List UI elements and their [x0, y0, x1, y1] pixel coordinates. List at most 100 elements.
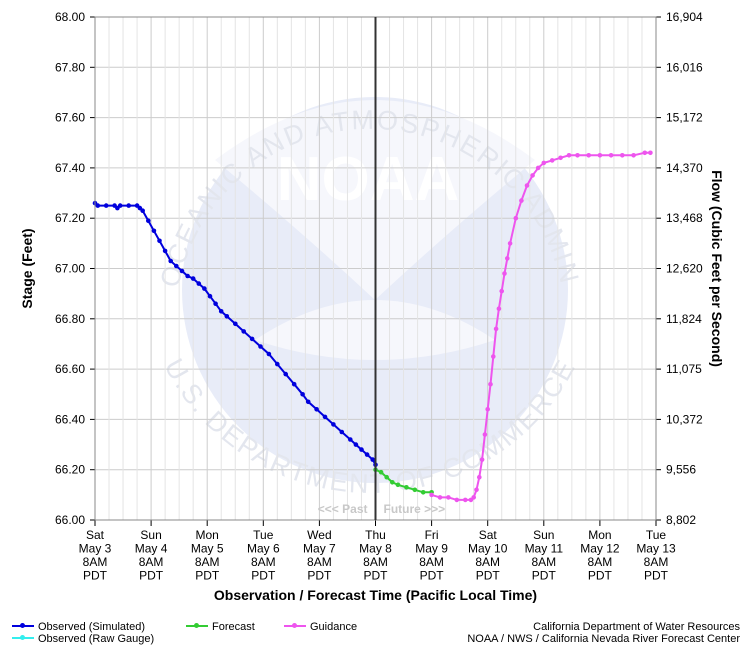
data-point-guidance [502, 271, 507, 276]
data-point-guidance [471, 495, 477, 500]
x-tick-label: May 4 [135, 542, 168, 556]
data-point-guidance [541, 160, 547, 166]
x-tick-label: Sat [86, 528, 105, 542]
x-tick-label: Sat [479, 528, 498, 542]
data-point-guidance [558, 155, 563, 161]
data-point-observed-simulated [196, 281, 202, 286]
x-tick-label: 8AM [475, 555, 500, 569]
x-tick-label: May 8 [359, 542, 392, 556]
data-point-observed-simulated [322, 414, 328, 420]
legend-item-guidance: Guidance [284, 621, 357, 633]
x-tick-label: PDT [251, 569, 276, 583]
credits-line-1: California Department of Water Resources [533, 621, 740, 633]
x-tick-label: Fri [425, 528, 439, 542]
data-point-forecast [378, 469, 384, 475]
x-tick-label: May 9 [415, 542, 448, 556]
data-point-observed-simulated [331, 422, 336, 427]
data-point-observed-simulated [370, 457, 376, 462]
legend-swatch-observed-raw-gauge [12, 635, 34, 641]
credits-line-2: NOAA / NWS / California Nevada River For… [467, 633, 740, 645]
x-tick-label: 8AM [531, 555, 556, 569]
y-tick-label: 66.40 [55, 412, 85, 426]
x-tick-label: PDT [195, 569, 220, 583]
data-point-guidance [482, 432, 488, 437]
legend-swatch-observed-simulated [12, 623, 34, 629]
data-point-observed-simulated [146, 218, 151, 223]
data-point-observed-simulated [353, 442, 359, 447]
x-tick-label: May 6 [247, 542, 280, 556]
data-point-guidance [488, 381, 493, 387]
data-point-forecast [384, 474, 390, 480]
data-point-observed-simulated [190, 276, 196, 281]
x-tick-label: Sun [533, 528, 554, 542]
data-point-observed-simulated [207, 293, 213, 299]
data-point-observed-simulated [359, 447, 364, 452]
data-point-observed-simulated [300, 392, 305, 397]
noaa-logo-text: NOAA [277, 145, 460, 214]
data-point-observed-simulated [117, 203, 123, 208]
y2-tick-label: 16,016 [666, 60, 703, 74]
data-point-guidance [454, 497, 460, 503]
data-point-forecast [412, 487, 418, 493]
data-point-guidance [519, 198, 524, 203]
x-tick-label: PDT [139, 569, 164, 583]
y-tick-label: 66.00 [55, 513, 85, 527]
data-point-observed-simulated [364, 452, 370, 457]
y-axis-title: Stage (Feet) [19, 228, 35, 308]
data-point-observed-simulated [185, 273, 190, 279]
data-point-observed-simulated [258, 344, 263, 349]
data-point-observed-simulated [168, 258, 173, 264]
data-point-observed-simulated [291, 381, 297, 387]
data-point-observed-simulated [348, 437, 353, 442]
y2-tick-label: 14,370 [666, 161, 703, 175]
data-point-observed-simulated [95, 203, 101, 208]
legend-item-observed-simulated: Observed (Simulated) [12, 621, 145, 633]
data-point-guidance [429, 492, 434, 498]
data-point-guidance [530, 173, 535, 178]
data-point-guidance [463, 497, 468, 503]
x-tick-label: PDT [83, 569, 108, 583]
data-point-guidance [485, 407, 491, 412]
x-tick-label: May 5 [191, 542, 224, 556]
x-tick-label: 8AM [419, 555, 444, 569]
legend-swatch-guidance [284, 623, 306, 629]
x-tick-label: May 3 [79, 542, 112, 556]
data-point-observed-simulated [224, 314, 230, 319]
y2-tick-label: 11,824 [666, 312, 702, 326]
data-point-guidance [479, 457, 485, 462]
y2-tick-label: 13,468 [666, 211, 703, 225]
y2-axis-title: Flow (Cubic Feet per Second) [709, 170, 725, 367]
legend-item-observed-raw-gauge: Observed (Raw Gauge) [12, 633, 154, 645]
x-tick-label: PDT [476, 569, 501, 583]
data-point-observed-simulated [314, 407, 319, 412]
data-point-observed-simulated [140, 208, 145, 213]
y-tick-label: 67.40 [55, 161, 85, 175]
data-point-guidance [499, 288, 505, 294]
data-point-observed-simulated [283, 371, 289, 377]
x-tick-label: 8AM [83, 555, 108, 569]
y-tick-label: 66.20 [55, 463, 85, 477]
data-point-observed-simulated [162, 248, 168, 254]
x-tick-label: May 11 [525, 542, 564, 556]
past-label: <<< Past [318, 502, 368, 516]
x-tick-label: PDT [364, 569, 389, 583]
data-point-forecast [404, 485, 409, 490]
data-point-observed-simulated [103, 203, 109, 208]
data-point-guidance [513, 215, 519, 221]
data-point-guidance [608, 153, 614, 158]
data-point-observed-simulated [266, 351, 272, 357]
noaa-watermark: NOAA NATIONAL OCEANIC AND ATMOSPHERIC AD… [0, 0, 583, 499]
data-point-observed-simulated [218, 309, 224, 314]
x-tick-label: 8AM [588, 555, 613, 569]
data-point-observed-simulated [202, 286, 207, 291]
data-point-guidance [507, 241, 513, 246]
legend-label: Observed (Simulated) [38, 621, 145, 633]
x-tick-label: PDT [420, 569, 445, 583]
x-tick-label: 8AM [644, 555, 669, 569]
y2-tick-label: 15,172 [666, 111, 703, 125]
y2-tick-label: 11,075 [666, 362, 702, 376]
data-point-guidance [477, 474, 482, 480]
x-tick-label: PDT [307, 569, 332, 583]
data-point-guidance [446, 495, 451, 500]
